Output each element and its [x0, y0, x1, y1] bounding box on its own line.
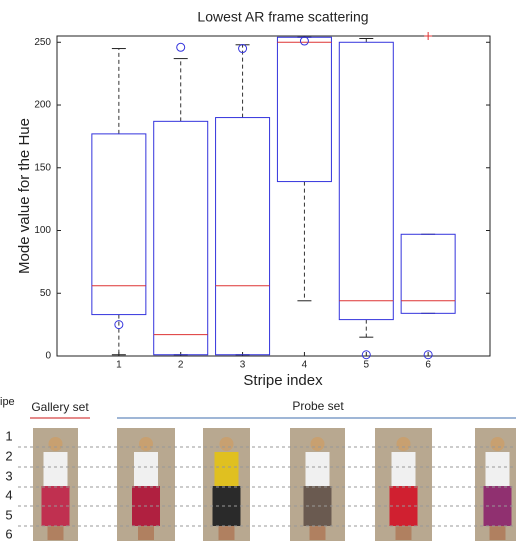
- photo-legs: [309, 526, 326, 540]
- gallery-label: Gallery set: [31, 400, 89, 414]
- outlier: [299, 36, 309, 46]
- x-tick-label: 4: [302, 360, 308, 371]
- outlier: [361, 350, 371, 360]
- box: [91, 133, 147, 316]
- y-tick-label: 150: [34, 162, 51, 173]
- photo-torso: [134, 452, 158, 488]
- photo-torso: [485, 452, 510, 488]
- box: [400, 233, 456, 314]
- y-axis-label: Mode value for the Hue: [16, 118, 33, 274]
- y-tick-label: 50: [40, 288, 52, 299]
- x-tick-label: 2: [178, 360, 184, 371]
- y-tick-label: 200: [34, 100, 51, 111]
- stripe-number: 5: [5, 507, 12, 522]
- photo-head: [310, 437, 325, 451]
- x-tick-label: 3: [240, 360, 246, 371]
- photo-panel: ipe Gallery set Probe set 1 2 3 4 5 6: [0, 396, 516, 541]
- photo-torso: [305, 452, 330, 488]
- photo-head: [396, 437, 411, 451]
- x-tick-label: 6: [425, 360, 431, 371]
- stripe-number: 4: [5, 487, 12, 502]
- photo-torso: [214, 452, 239, 488]
- photo-head: [139, 437, 153, 451]
- plus-marker: [424, 32, 433, 40]
- y-tick-label: 0: [45, 351, 51, 362]
- photo-head: [219, 437, 234, 451]
- chart-title: Lowest AR frame scattering: [197, 9, 368, 25]
- box: [338, 41, 394, 321]
- photo-head: [490, 437, 505, 451]
- x-tick-label: 1: [116, 360, 122, 371]
- photo-legs: [489, 526, 506, 540]
- y-tick-label: 100: [34, 225, 51, 236]
- photo-torso: [391, 452, 416, 488]
- probe-label: Probe set: [292, 399, 344, 413]
- photo-legs: [138, 526, 154, 540]
- x-tick-label: 5: [364, 360, 370, 371]
- outlier: [238, 44, 248, 54]
- box: [215, 117, 271, 356]
- stripe-number: 1: [5, 428, 12, 443]
- stripe-label: ipe: [0, 396, 15, 408]
- outlier: [423, 350, 433, 360]
- box: [153, 120, 209, 356]
- plot-frame: [56, 35, 491, 357]
- photo-legs: [47, 526, 64, 540]
- plus-marker: [424, 32, 433, 40]
- photo-head: [48, 437, 63, 451]
- photo-torso: [43, 452, 68, 488]
- y-tick-label: 250: [34, 37, 51, 48]
- photo-legs: [218, 526, 235, 540]
- stripe-number: 6: [5, 526, 12, 541]
- photo-legs: [395, 526, 412, 540]
- outlier: [114, 320, 124, 330]
- stripe-number: 3: [5, 468, 12, 483]
- box: [276, 36, 332, 183]
- outlier: [176, 42, 186, 52]
- x-axis-label: Stripe index: [243, 372, 323, 389]
- stripe-number: 2: [5, 448, 12, 463]
